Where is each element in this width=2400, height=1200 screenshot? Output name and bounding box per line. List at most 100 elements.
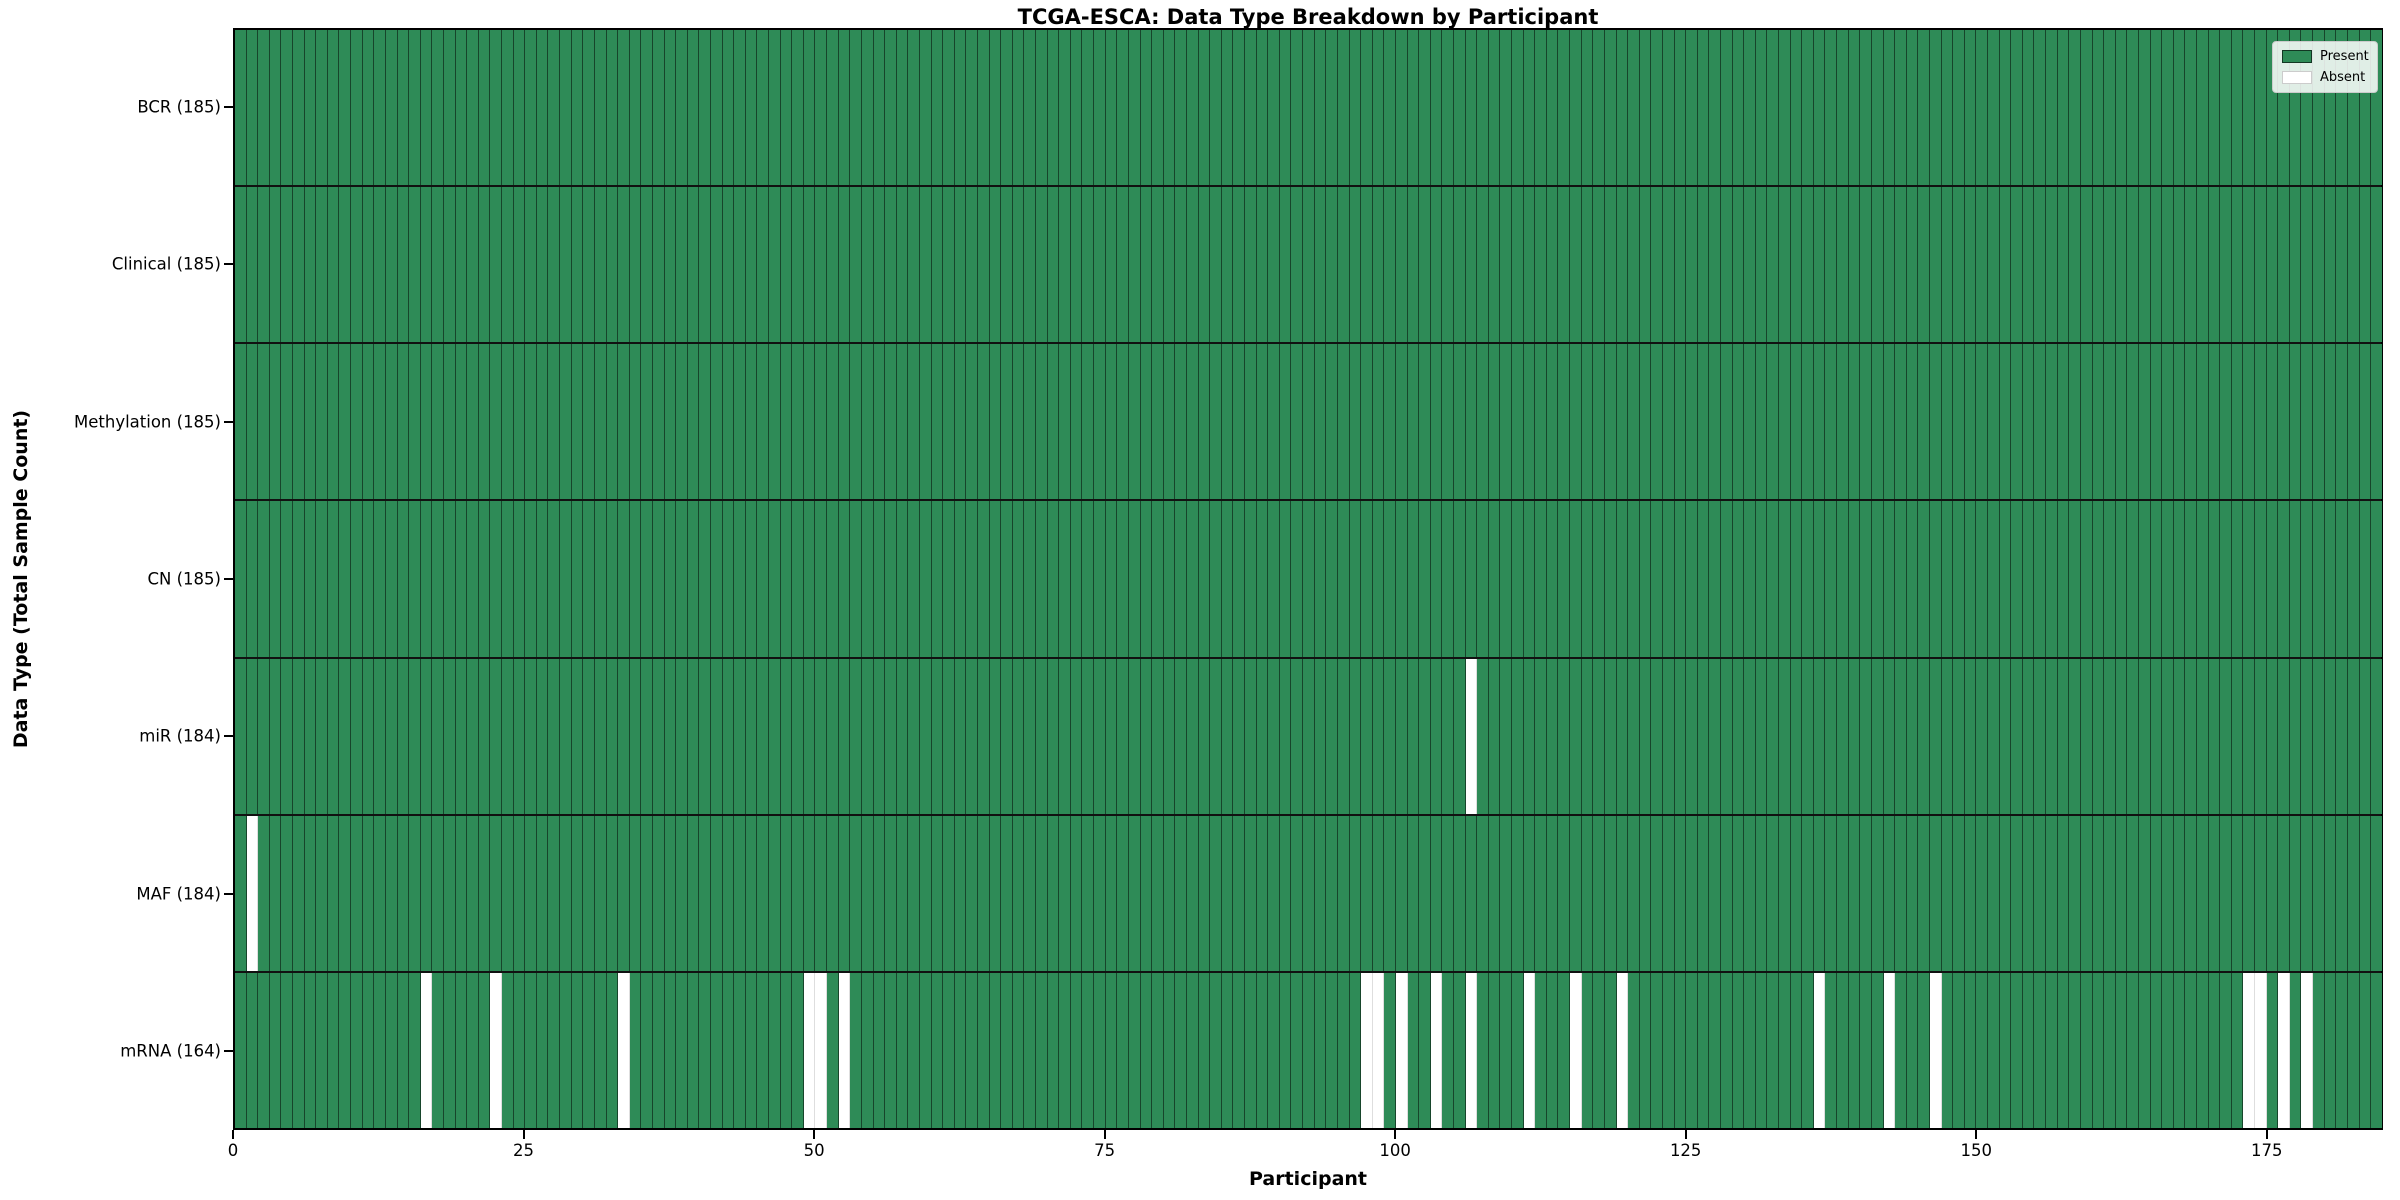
cell [2162,501,2174,657]
cell [943,344,955,500]
cell [409,658,421,814]
cell [339,344,352,500]
cell [1709,501,1721,657]
cell [1651,815,1663,971]
y-tick-label: Clinical (185) [111,254,221,274]
cell [1442,501,1454,657]
cell [1802,972,1814,1128]
cell [943,187,955,343]
cell [2347,344,2360,500]
cell [1001,972,1013,1128]
cell [1372,815,1385,971]
cell [710,815,723,971]
cell [1593,30,1605,186]
cell [2080,187,2093,343]
cell [525,815,537,971]
cell [885,658,897,814]
cell [1674,815,1687,971]
cell [2034,344,2047,500]
cell [2301,187,2314,343]
cell [478,972,491,1128]
cell [2011,658,2023,814]
cell [1895,187,1907,343]
cell [2301,972,2314,1128]
cell [1291,972,1304,1128]
cell [722,344,735,500]
cell [1036,501,1048,657]
cell [2046,187,2058,343]
cell [676,501,688,657]
cell [629,344,642,500]
cell [583,815,595,971]
cell [1628,501,1640,657]
cell [1372,972,1385,1128]
cell [2092,187,2105,343]
cell [838,344,851,500]
cell [2127,30,2139,186]
cell [1268,501,1280,657]
cell [1117,972,1129,1128]
x-tick-mark [1394,1130,1397,1139]
cell [1755,972,1768,1128]
cell [2243,972,2256,1128]
cell [896,972,909,1128]
cell [1326,30,1338,186]
cell [873,815,886,971]
cell [1245,501,1257,657]
data-type-row-mrna [235,972,2382,1128]
cell [618,658,630,814]
cell [1848,972,1861,1128]
cell [1500,658,1513,814]
cell [2115,344,2128,500]
cell [1837,815,1849,971]
cell [2359,815,2372,971]
cell [1245,30,1257,186]
cell [2313,501,2325,657]
cell [594,815,607,971]
cell [1999,658,2012,814]
cell [1941,815,1954,971]
cell [2046,658,2058,814]
cell [1883,187,1896,343]
cell [2069,344,2081,500]
cell [1198,187,1211,343]
cell [374,972,386,1128]
cell [2278,187,2290,343]
cell [258,815,270,971]
cell [676,30,688,186]
cell [1221,658,1234,814]
cell [2127,501,2139,657]
cell [1953,658,1965,814]
x-tick-mark [1103,1130,1106,1139]
cell [304,187,317,343]
cell [1929,344,1942,500]
cell [1175,972,1187,1128]
cell [757,187,770,343]
cell [246,187,259,343]
cell [1860,501,1872,657]
cell [1953,187,1965,343]
cell [1918,972,1930,1128]
cell [954,501,967,657]
cell [803,815,816,971]
cell [2359,501,2372,657]
cell [1500,344,1513,500]
cell [606,501,619,657]
cell [2138,815,2151,971]
cell [2115,30,2128,186]
cell [235,30,247,186]
legend-item-absent: Absent [2282,70,2368,85]
cell [1988,658,2000,814]
cell [2220,972,2232,1128]
cell [2046,344,2058,500]
cell [1372,30,1385,186]
cell [1662,972,1675,1128]
cell [536,187,549,343]
cell [1024,30,1037,186]
cell [2313,972,2325,1128]
cell [861,501,874,657]
cell [1152,344,1164,500]
data-type-row-mir [235,658,2382,816]
chart-title: TCGA-ESCA: Data Type Breakdown by Partic… [1017,5,1599,29]
cell [1128,501,1141,657]
